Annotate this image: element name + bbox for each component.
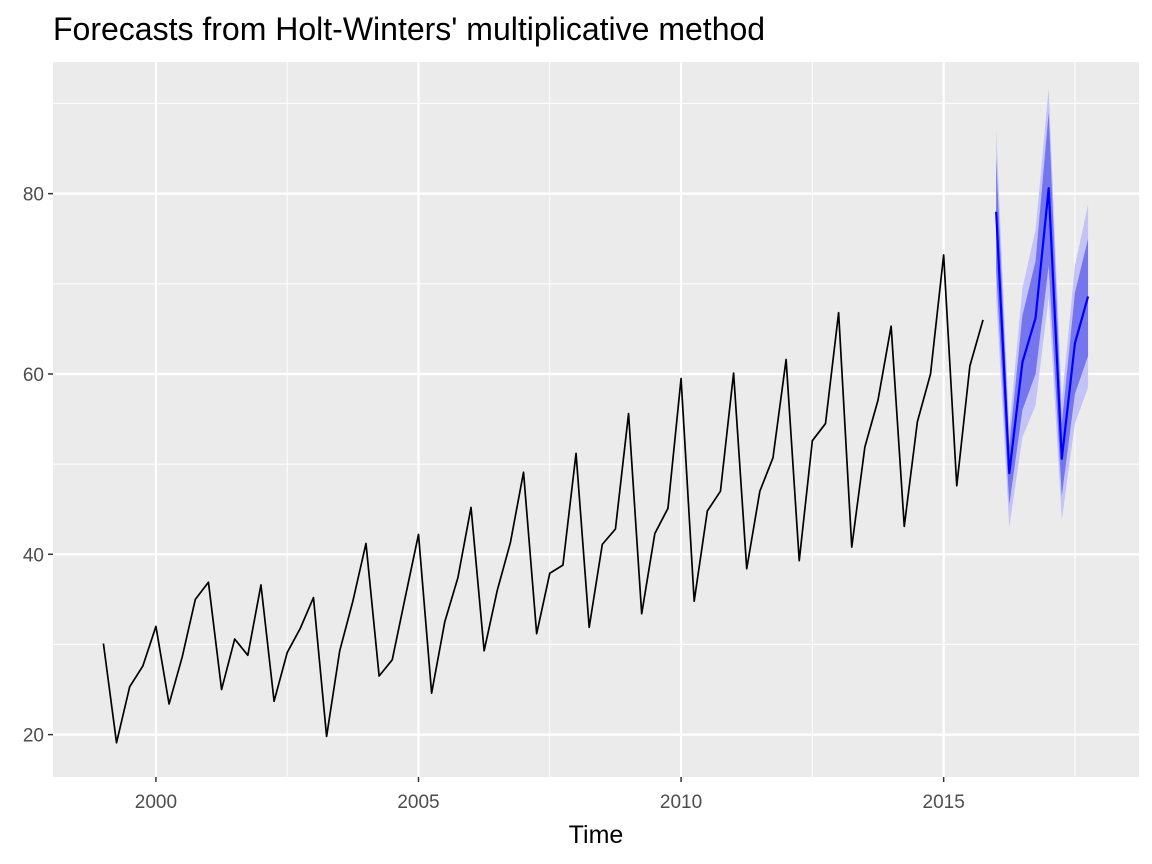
- observed-line: [102, 254, 984, 744]
- x-tick-label: 2000: [135, 792, 177, 813]
- grid-major: [53, 62, 1139, 777]
- y-tick-label: 80: [23, 185, 44, 206]
- y-tick-label: 60: [23, 365, 44, 386]
- prediction-intervals: [996, 88, 1089, 528]
- x-axis-title: Time: [569, 821, 624, 849]
- x-tick-label: 2010: [660, 792, 702, 813]
- x-axis: 2000 2005 2010 2015: [135, 777, 965, 813]
- band-80: [996, 112, 1089, 505]
- y-tick-label: 20: [23, 726, 44, 747]
- x-tick-label: 2015: [923, 792, 965, 813]
- forecast-line: [995, 187, 1090, 475]
- y-tick-label: 40: [23, 545, 44, 566]
- plot-panel: [53, 62, 1139, 777]
- series-lines: [102, 187, 1090, 744]
- x-tick-label: 2005: [397, 792, 439, 813]
- y-axis: 20 40 60 80: [23, 185, 53, 747]
- chart-title: Forecasts from Holt-Winters' multiplicat…: [53, 11, 765, 47]
